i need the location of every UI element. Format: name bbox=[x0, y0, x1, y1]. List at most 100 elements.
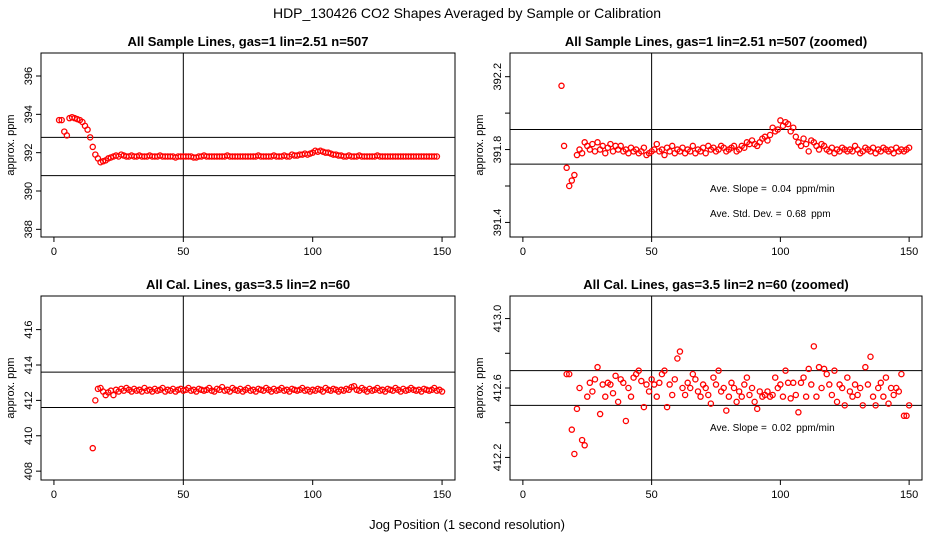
y-axis-label: approx. ppm bbox=[5, 114, 17, 175]
x-tick-label: 0 bbox=[51, 489, 57, 501]
data-point bbox=[594, 139, 601, 146]
plot-frame bbox=[40, 295, 456, 481]
data-point bbox=[571, 450, 578, 458]
y-tick-label: 391.4 bbox=[492, 209, 504, 237]
y-tick-label: 396 bbox=[23, 67, 35, 85]
data-point bbox=[872, 402, 879, 409]
data-point bbox=[777, 117, 784, 124]
data-point bbox=[591, 148, 599, 155]
data-point bbox=[573, 405, 581, 413]
data-point bbox=[573, 151, 581, 159]
data-point bbox=[723, 407, 730, 414]
figure-xlabel: Jog Position (1 second resolution) bbox=[369, 517, 565, 532]
panel-cal-lines: All Cal. Lines, gas=3.5 lin=2 n=60 0 50 100… bbox=[5, 277, 456, 501]
data-point bbox=[849, 393, 856, 400]
y-tick-label: 414 bbox=[23, 356, 35, 374]
data-point bbox=[777, 381, 784, 388]
data-point bbox=[607, 381, 614, 388]
data-point bbox=[743, 374, 751, 381]
data-point bbox=[782, 367, 789, 374]
x-tick-label: 50 bbox=[177, 246, 189, 258]
data-point bbox=[63, 132, 71, 139]
data-point bbox=[679, 384, 686, 392]
data-point bbox=[640, 144, 648, 151]
data-point bbox=[666, 381, 673, 388]
data-point bbox=[808, 381, 815, 388]
data-point bbox=[813, 393, 820, 400]
data-point bbox=[818, 384, 825, 392]
data-point bbox=[638, 377, 645, 385]
y-tick-label: 391.8 bbox=[492, 136, 504, 164]
data-point bbox=[84, 126, 91, 133]
data-point bbox=[771, 374, 779, 381]
data-point bbox=[890, 391, 897, 399]
plot-frame bbox=[40, 52, 456, 238]
data-point bbox=[764, 137, 771, 144]
data-point bbox=[694, 388, 702, 395]
data-point bbox=[617, 142, 624, 150]
data-point bbox=[764, 388, 771, 395]
data-point bbox=[741, 381, 748, 388]
data-point bbox=[748, 384, 756, 392]
y-tick-label: 390 bbox=[23, 182, 35, 200]
data-point bbox=[859, 402, 867, 409]
data-point bbox=[753, 405, 761, 413]
data-point bbox=[568, 177, 576, 184]
data-point bbox=[756, 388, 764, 395]
data-point bbox=[594, 363, 601, 371]
data-point bbox=[687, 384, 694, 392]
stat-label: Ave. Slope = bbox=[710, 184, 767, 195]
panel-title: All Cal. Lines, gas=3.5 lin=2 n=60 bbox=[146, 277, 350, 292]
data-point bbox=[681, 391, 689, 399]
data-point bbox=[589, 140, 596, 148]
data-point bbox=[815, 146, 823, 153]
data-point bbox=[58, 116, 65, 124]
data-point bbox=[880, 393, 887, 400]
data-point bbox=[725, 393, 733, 400]
data-point bbox=[802, 140, 810, 148]
data-point bbox=[568, 426, 576, 433]
data-point bbox=[431, 153, 438, 160]
stat-unit: ppm/min bbox=[796, 184, 834, 195]
data-point bbox=[653, 393, 661, 400]
stat-value: 0.68 bbox=[787, 209, 807, 220]
y-tick-label: 392 bbox=[23, 143, 35, 161]
stat-annotation: Ave. Slope = 0.02 ppm/min bbox=[710, 423, 835, 434]
data-point bbox=[751, 398, 758, 406]
data-point bbox=[433, 153, 441, 160]
data-point bbox=[820, 365, 828, 373]
data-point bbox=[874, 384, 882, 392]
x-tick-label: 100 bbox=[304, 246, 322, 258]
data-point bbox=[730, 384, 738, 392]
data-point bbox=[720, 384, 727, 392]
data-point bbox=[815, 363, 823, 371]
plot-frame bbox=[509, 52, 923, 238]
data-point bbox=[581, 442, 588, 449]
data-point bbox=[591, 376, 599, 383]
data-point bbox=[622, 417, 630, 425]
data-point bbox=[620, 379, 627, 387]
data-point bbox=[689, 370, 697, 378]
panel-title: All Cal. Lines, gas=3.5 lin=2 n=60 (zoom… bbox=[583, 277, 849, 292]
data-point bbox=[766, 131, 774, 139]
data-point bbox=[800, 135, 807, 142]
data-point bbox=[746, 391, 753, 399]
data-point bbox=[769, 391, 776, 399]
data-point bbox=[684, 379, 691, 387]
data-point bbox=[689, 142, 697, 150]
x-tick-label: 100 bbox=[771, 489, 789, 501]
data-point bbox=[802, 393, 810, 400]
data-point bbox=[885, 400, 892, 407]
y-axis-label: approx. ppm bbox=[5, 357, 17, 418]
x-tick-label: 50 bbox=[646, 489, 658, 501]
x-tick-label: 150 bbox=[433, 246, 451, 258]
data-point bbox=[55, 116, 63, 124]
data-point bbox=[805, 365, 812, 373]
data-point bbox=[882, 374, 890, 381]
data-point bbox=[903, 412, 910, 420]
data-point bbox=[774, 126, 782, 133]
data-point bbox=[844, 374, 851, 381]
data-point bbox=[697, 393, 704, 400]
data-point bbox=[586, 379, 594, 387]
data-point bbox=[609, 148, 617, 155]
